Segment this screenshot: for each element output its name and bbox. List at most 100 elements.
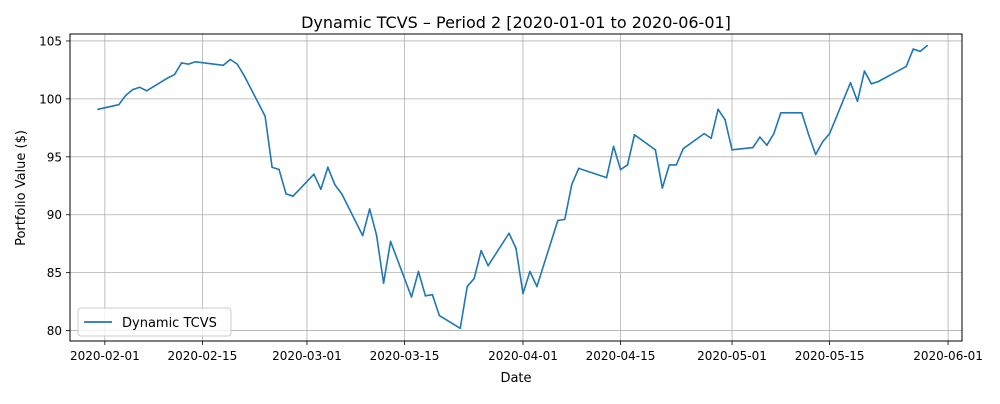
data-point [619,168,622,171]
data-point [529,270,531,273]
data-point [466,285,469,288]
data-point [668,164,671,166]
data-point [285,193,287,195]
data-point [577,167,580,170]
data-point [508,232,510,235]
data-point [633,133,636,136]
data-point [410,296,413,298]
data-point [271,166,273,169]
data-point [334,183,336,186]
data-point [487,264,489,267]
x-tick-label: 2020-03-01 [272,349,342,363]
data-point [473,277,475,280]
data-point [605,176,608,179]
data-point [131,88,134,91]
data-point [229,58,232,61]
data-point [682,147,685,150]
x-tick-label: 2020-04-15 [586,349,656,363]
data-point [780,111,782,114]
data-point [710,137,712,140]
y-tick-label: 100 [39,92,62,106]
y-tick-label: 90 [47,208,62,222]
data-point [438,314,441,317]
x-tick-label: 2020-02-15 [168,349,238,363]
data-point [515,247,517,250]
y-tick-label: 80 [47,324,62,338]
data-point [856,100,859,102]
data-point [724,118,726,121]
data-point [222,64,225,67]
data-point [320,188,322,191]
x-tick-label: 2020-02-01 [70,349,140,363]
data-point [327,166,329,169]
data-point [863,70,866,72]
data-point [424,295,427,297]
chart-title: Dynamic TCVS – Period 2 [2020-01-01 to 2… [301,13,731,32]
data-point [919,50,921,53]
data-point [166,77,169,79]
data-point [340,193,343,195]
data-point [752,146,754,149]
x-axis-label: Date [500,371,531,386]
data-point [557,219,559,222]
data-point [926,44,928,47]
data-point [278,168,280,171]
data-point [912,48,915,50]
data-point [382,282,385,284]
series-layer [97,44,928,330]
y-tick-label: 105 [39,34,62,48]
data-point [814,153,817,156]
legend-label: Dynamic TCVS [122,316,217,331]
data-point [313,173,315,175]
data-point [236,63,239,65]
data-point [97,108,99,111]
data-point [375,234,378,237]
data-point [145,89,148,92]
data-point [773,132,775,135]
data-point [570,183,573,186]
data-point [368,208,371,210]
data-point [187,63,190,65]
x-tick-label: 2020-05-15 [795,349,865,363]
data-point [661,187,664,189]
data-point [563,218,566,221]
data-point [389,240,392,243]
data-point [536,285,538,288]
data-point [417,270,420,273]
data-point [821,140,824,143]
y-tick-label: 95 [47,150,62,164]
x-tick-label: 2020-03-15 [370,349,440,363]
plot-frame [69,33,963,342]
data-point [807,133,810,136]
x-tick-label: 2020-06-01 [913,349,983,363]
data-point [361,234,364,237]
data-point [731,149,733,151]
x-tick-label: 2020-04-01 [488,349,558,363]
grid [70,34,962,341]
data-point [459,327,462,330]
data-point [849,81,852,84]
legend: Dynamic TCVS [77,307,232,337]
data-point [870,83,873,85]
data-point [522,292,524,295]
data-point [264,115,266,118]
x-axis: 2020-02-01 2020-02-15 2020-03-01 2020-03-15… [70,341,983,363]
data-point [800,111,803,114]
y-axis: 80 85 90 95 100 105 [39,34,70,338]
legend-box [77,307,232,337]
data-point [243,74,246,77]
data-point [703,132,705,135]
data-point [480,249,482,252]
data-point [194,61,197,63]
data-point [766,144,768,147]
x-tick-label: 2020-05-01 [697,349,767,363]
data-point [173,73,176,76]
data-point [877,80,880,83]
data-point [654,149,657,151]
data-point [759,136,761,138]
data-point [292,195,294,197]
data-point [117,103,120,106]
data-point [717,108,719,111]
